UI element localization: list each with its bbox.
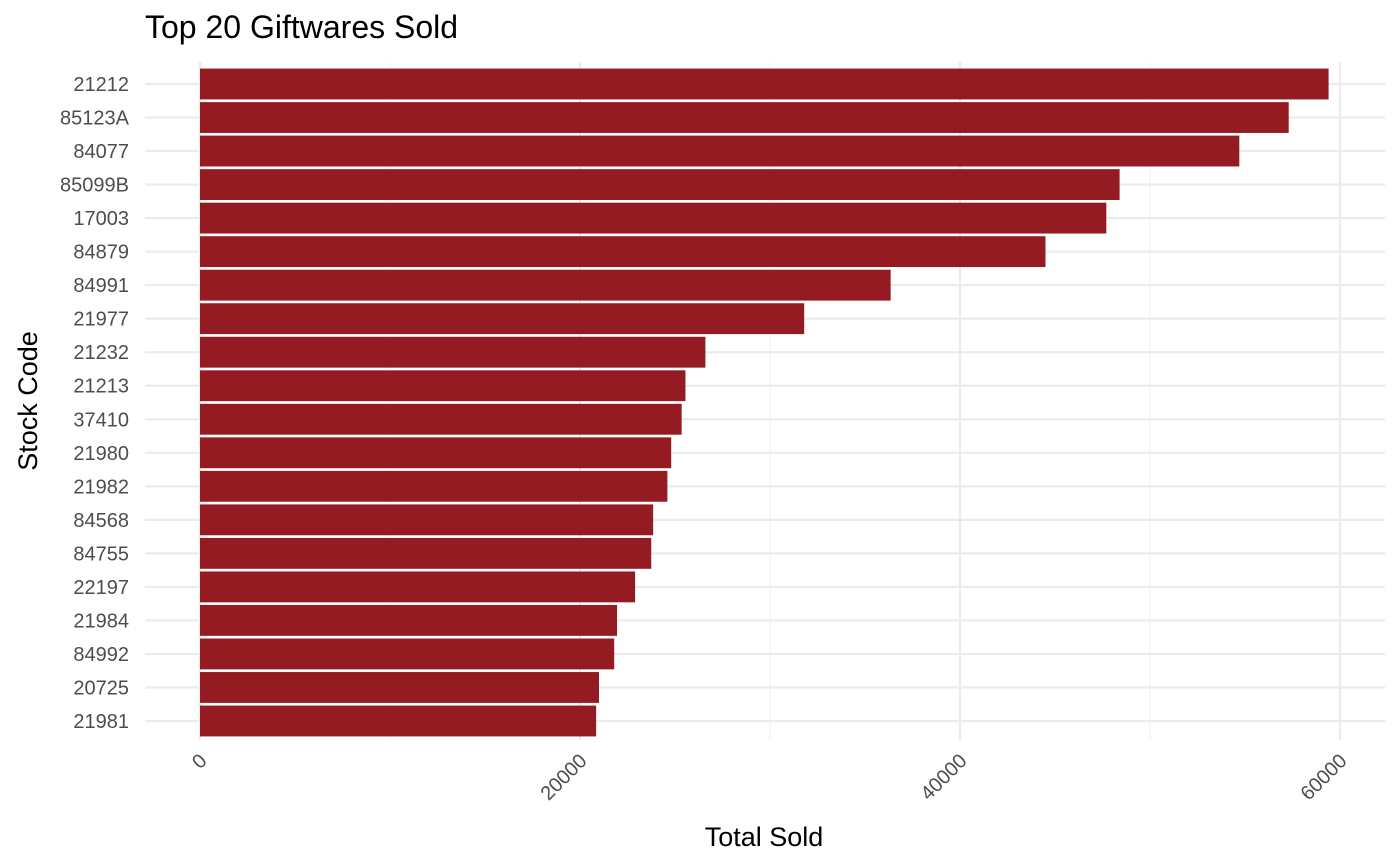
bar-20725 bbox=[200, 672, 599, 703]
bar-17003 bbox=[200, 202, 1107, 234]
bar-21213 bbox=[200, 370, 686, 402]
y-tick-label: 84568 bbox=[73, 510, 129, 532]
bar-21981 bbox=[200, 705, 597, 737]
bar-85123A bbox=[200, 102, 1289, 133]
y-tick-label: 20725 bbox=[73, 677, 129, 699]
y-tick-label: 37410 bbox=[73, 409, 129, 431]
x-tick-label: 60000 bbox=[1297, 750, 1352, 805]
bar-21212 bbox=[200, 68, 1329, 100]
chart-title: Top 20 Giftwares Sold bbox=[145, 9, 458, 45]
y-tick-label: 21980 bbox=[73, 443, 129, 465]
bar-84991 bbox=[200, 269, 891, 301]
x-tick-label: 0 bbox=[188, 750, 211, 773]
bar-21984 bbox=[200, 604, 618, 636]
bar-84077 bbox=[200, 135, 1240, 167]
y-tick-label: 21213 bbox=[73, 376, 129, 398]
x-axis-tick-labels: 0 20000 40000 60000 bbox=[188, 750, 1351, 805]
bar-84879 bbox=[200, 236, 1046, 268]
y-tick-label: 84755 bbox=[73, 543, 129, 565]
y-tick-label: 84991 bbox=[73, 275, 129, 297]
bar-37410 bbox=[200, 403, 682, 435]
y-tick-label: 21977 bbox=[73, 309, 129, 331]
y-tick-label: 84879 bbox=[73, 242, 129, 264]
y-tick-label: 85099B bbox=[60, 175, 129, 197]
bar-21232 bbox=[200, 336, 706, 368]
bar-21982 bbox=[200, 470, 668, 502]
bar-21977 bbox=[200, 303, 805, 335]
y-tick-label: 21984 bbox=[73, 610, 129, 632]
y-tick-label: 17003 bbox=[73, 208, 129, 230]
x-axis-title: Total Sold bbox=[705, 822, 824, 852]
bar-21980 bbox=[200, 437, 672, 469]
y-tick-label: 21232 bbox=[73, 342, 129, 364]
y-tick-label: 84992 bbox=[73, 644, 129, 666]
y-axis-tick-labels: 21212 85123A 84077 85099B 17003 84879 84991 219… bbox=[60, 74, 130, 733]
x-tick-label: 40000 bbox=[917, 750, 972, 805]
bar-84755 bbox=[200, 537, 652, 569]
bar-84568 bbox=[200, 504, 654, 536]
y-tick-label: 22197 bbox=[73, 577, 129, 599]
bar-22197 bbox=[200, 571, 636, 603]
x-tick-label: 20000 bbox=[537, 750, 592, 805]
bar-84992 bbox=[200, 638, 615, 670]
y-tick-label: 84077 bbox=[73, 141, 129, 163]
bars bbox=[200, 68, 1329, 737]
y-axis-title: Stock Code bbox=[13, 331, 43, 471]
y-tick-label: 21982 bbox=[73, 476, 129, 498]
bar-85099B bbox=[200, 169, 1120, 201]
y-tick-label: 21981 bbox=[73, 711, 129, 733]
y-tick-label: 85123A bbox=[60, 108, 130, 130]
y-tick-label: 21212 bbox=[73, 74, 129, 96]
